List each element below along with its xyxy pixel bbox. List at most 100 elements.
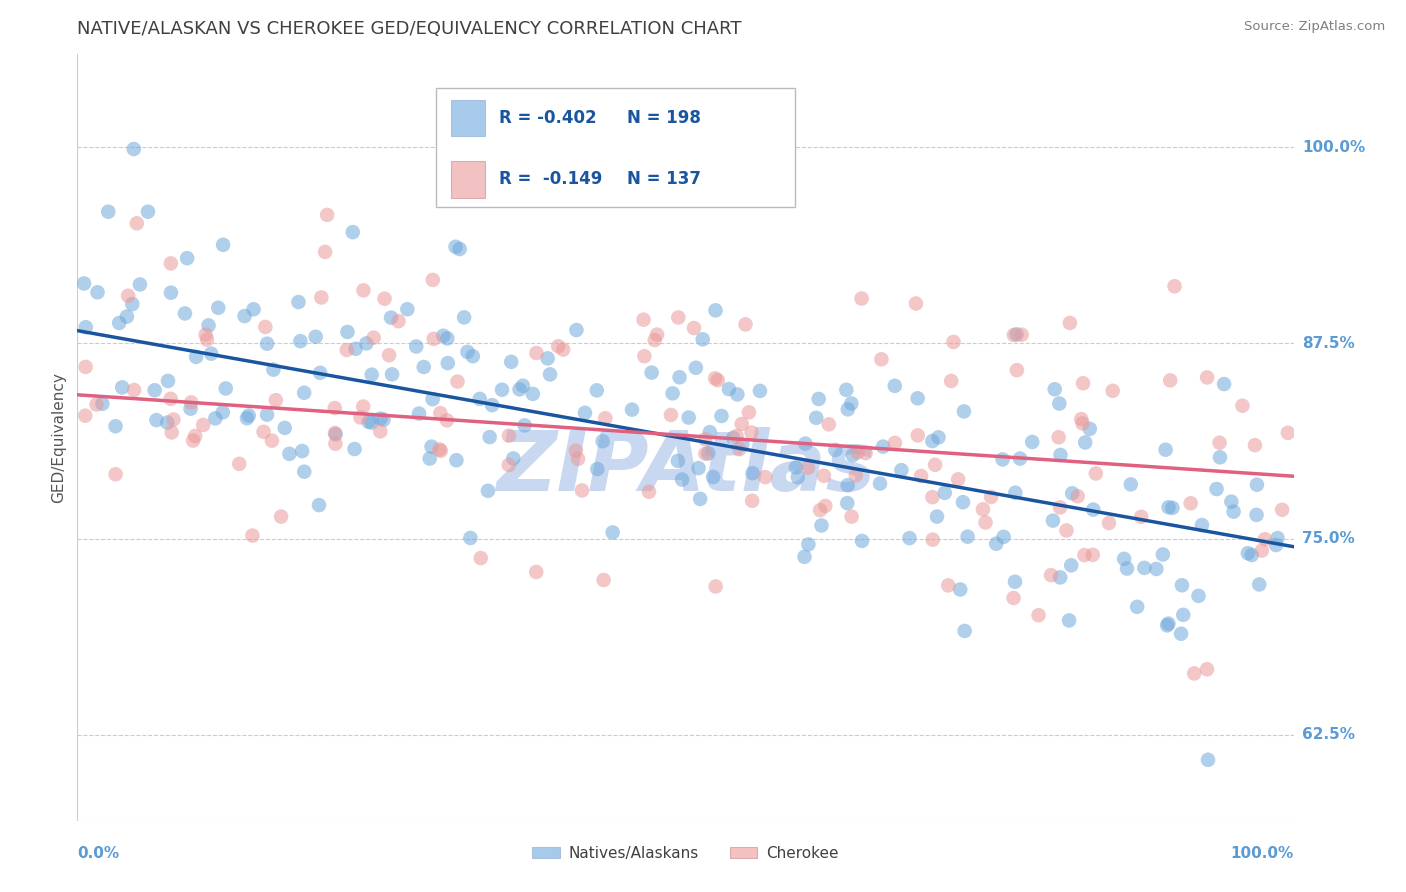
Point — [356, 336, 378, 351]
Point — [423, 332, 446, 346]
Point — [1059, 316, 1081, 330]
Point — [200, 346, 222, 360]
Point — [305, 330, 328, 344]
Point — [1081, 548, 1104, 562]
Point — [921, 490, 943, 504]
Point — [846, 445, 869, 459]
Point — [436, 356, 458, 370]
Point — [695, 447, 717, 461]
Text: 100.0%: 100.0% — [1230, 846, 1294, 861]
Point — [710, 409, 733, 423]
Text: 87.5%: 87.5% — [1302, 335, 1354, 351]
Point — [446, 375, 468, 389]
Point — [794, 436, 817, 450]
Point — [212, 237, 235, 252]
Point — [86, 285, 108, 300]
Point — [942, 334, 965, 349]
Point — [907, 392, 929, 406]
Point — [1049, 500, 1071, 515]
Point — [104, 419, 127, 434]
Point — [432, 328, 454, 343]
Point — [1071, 417, 1094, 431]
Point — [176, 251, 198, 265]
Point — [738, 405, 761, 419]
Point — [1152, 548, 1174, 562]
Point — [956, 530, 979, 544]
Point — [1220, 494, 1243, 508]
Point — [115, 310, 138, 324]
Text: 75.0%: 75.0% — [1302, 532, 1354, 546]
Point — [1028, 608, 1050, 623]
Point — [797, 537, 820, 551]
Point — [927, 430, 949, 444]
Point — [343, 442, 366, 456]
Point — [162, 412, 184, 426]
Point — [228, 457, 250, 471]
Point — [73, 277, 96, 291]
Point — [180, 401, 202, 416]
Point — [936, 578, 959, 592]
Point — [121, 297, 143, 311]
Point — [921, 533, 943, 547]
Point — [323, 401, 346, 415]
Point — [728, 442, 751, 457]
Point — [194, 327, 217, 342]
Point — [974, 516, 997, 530]
Point — [236, 411, 259, 425]
Point — [360, 368, 382, 382]
Point — [501, 355, 523, 369]
Point — [592, 573, 614, 587]
Point — [262, 362, 284, 376]
Point — [353, 284, 375, 298]
Point — [274, 421, 297, 435]
Point — [461, 122, 484, 136]
Point — [436, 413, 458, 427]
Point — [453, 310, 475, 325]
Point — [870, 352, 893, 367]
Point — [1157, 500, 1180, 515]
Point — [278, 447, 301, 461]
Point — [1004, 485, 1026, 500]
Point — [640, 366, 662, 380]
Point — [1078, 422, 1101, 436]
Point — [1171, 578, 1194, 592]
Point — [207, 301, 229, 315]
Legend: Natives/Alaskans, Cherokee: Natives/Alaskans, Cherokee — [526, 839, 845, 867]
Point — [565, 323, 588, 337]
Point — [537, 351, 560, 366]
Point — [238, 409, 260, 423]
Point — [1173, 607, 1195, 622]
Point — [786, 470, 808, 484]
Point — [502, 451, 524, 466]
Point — [645, 327, 668, 342]
Point — [952, 495, 974, 509]
Point — [427, 442, 450, 457]
Point — [785, 460, 807, 475]
Point — [1071, 376, 1094, 391]
Point — [949, 582, 972, 597]
Point — [688, 461, 710, 475]
Point — [921, 434, 943, 448]
Point — [405, 339, 427, 353]
Point — [233, 309, 256, 323]
Point — [374, 292, 396, 306]
Point — [191, 417, 214, 432]
Point — [869, 476, 891, 491]
Point — [1244, 438, 1267, 452]
Point — [925, 509, 948, 524]
Point — [160, 425, 183, 440]
Point — [946, 472, 969, 486]
Bar — [451, 161, 485, 198]
Point — [311, 290, 333, 304]
Point — [808, 503, 831, 517]
Point — [344, 342, 367, 356]
Point — [904, 296, 927, 310]
Point — [370, 425, 392, 439]
Point — [845, 468, 868, 483]
Point — [97, 204, 120, 219]
Point — [1265, 538, 1288, 552]
Point — [360, 416, 382, 430]
Point — [980, 490, 1002, 504]
Point — [699, 425, 721, 439]
Point — [129, 277, 152, 292]
